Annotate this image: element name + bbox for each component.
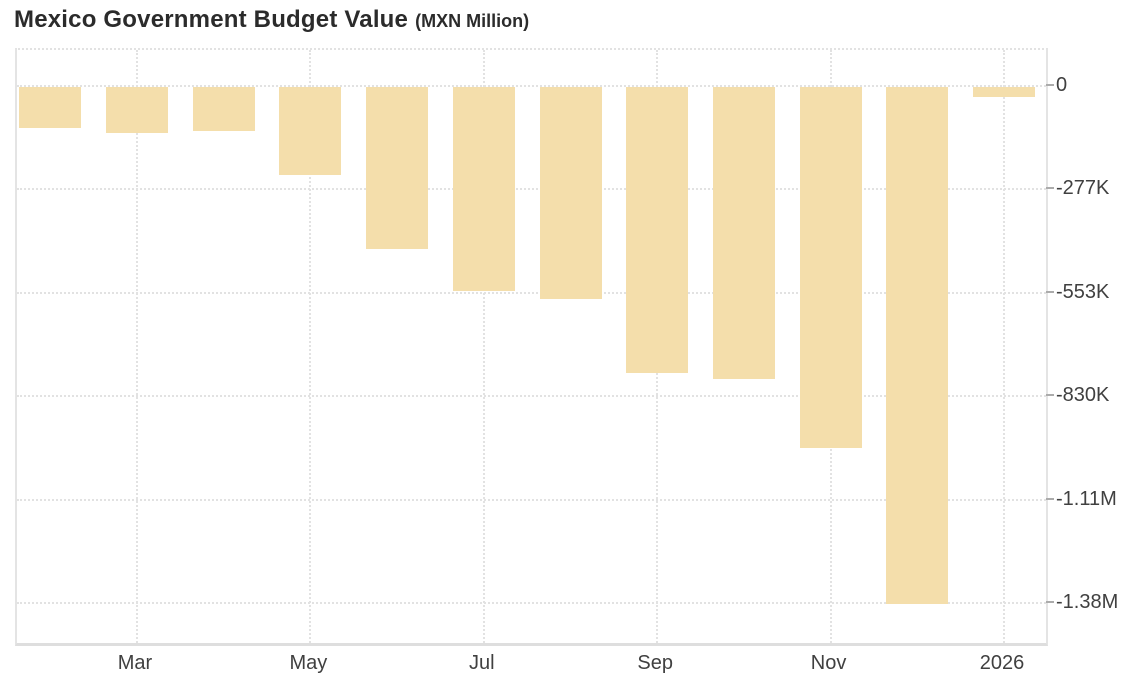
gridline-h--1.38M (17, 602, 1046, 604)
gridline-v-Jul (482, 50, 485, 643)
bar-jan-2026[interactable] (973, 87, 1035, 97)
y-axis-label--277K: -277K (1056, 177, 1110, 200)
gridline-v-Mar (136, 50, 138, 643)
y-axis-label-0: 0 (1056, 74, 1068, 96)
x-axis-label-Sep: Sep (637, 652, 673, 674)
gridline-h-0 (17, 85, 1046, 87)
bar-aug-2025[interactable] (539, 87, 602, 300)
gridline-v-May (309, 50, 312, 643)
y-axis-label--830K: -830K (1056, 384, 1110, 407)
bar-dec-2025[interactable] (886, 87, 949, 604)
y-axis-label--1.11M: -1.11M (1056, 487, 1117, 510)
y-tick--1.38M (1046, 601, 1054, 603)
y-axis-label--553K: -553K (1056, 280, 1110, 303)
chart-title: Mexico Government Budget Value (14, 6, 409, 33)
chart-subtitle: (MXN Million) (415, 11, 530, 31)
bar-nov-2025[interactable] (799, 87, 862, 449)
x-axis-label-Nov: Nov (810, 652, 847, 674)
gridline-h--553K (17, 291, 1046, 294)
x-axis-label-Jul: Jul (469, 652, 495, 674)
bar-apr-2025[interactable] (192, 87, 255, 132)
bar-jun-2025[interactable] (366, 87, 429, 250)
bar-mar-2025[interactable] (106, 87, 168, 134)
gridline-v-2026 (1003, 50, 1005, 643)
y-tick--553K (1046, 290, 1054, 293)
y-axis-label--1.38M: -1.38M (1056, 591, 1119, 613)
x-axis-label-May: May (289, 652, 328, 674)
x-axis-label-Mar: Mar (117, 652, 153, 674)
chart-header: Mexico Government Budget Value (MXN Mill… (14, 6, 529, 34)
bar-oct-2025[interactable] (712, 87, 775, 380)
y-tick--830K (1046, 394, 1054, 397)
gridline-h--277K (17, 188, 1046, 191)
plot-area (15, 48, 1048, 646)
gridline-h--1.11M (17, 498, 1046, 501)
bar-feb-2025[interactable] (19, 87, 82, 129)
y-tick--1.11M (1046, 497, 1054, 500)
y-tick--277K (1046, 187, 1054, 190)
bar-jul-2025[interactable] (452, 87, 515, 292)
y-tick-0 (1046, 84, 1054, 86)
x-axis-label-2026: 2026 (979, 652, 1025, 674)
bar-sep-2025[interactable] (626, 87, 689, 373)
gridline-h--830K (17, 395, 1046, 398)
bar-may-2025[interactable] (279, 87, 342, 176)
